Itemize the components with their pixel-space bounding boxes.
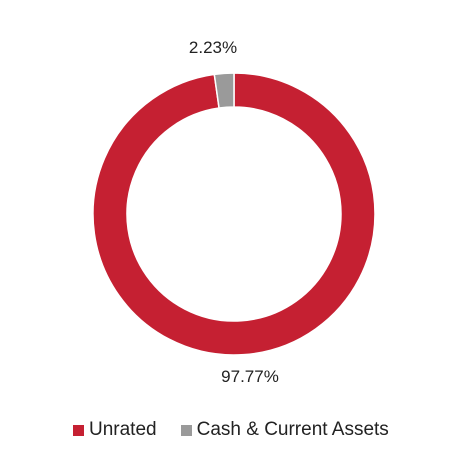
donut-slice-unrated (92, 72, 376, 356)
donut-slices (92, 72, 376, 356)
chart-legend: Unrated Cash & Current Assets (73, 419, 389, 441)
legend-swatch-cash-current-assets (180, 424, 192, 436)
legend-item-unrated: Unrated (73, 419, 157, 441)
data-label-unrated: 97.77% (221, 367, 279, 386)
donut-slice-cash-current-assets (213, 72, 235, 109)
legend-label-cash-current-assets: Cash & Current Assets (196, 419, 389, 440)
legend-item-cash-current-assets: Cash & Current Assets (180, 419, 389, 441)
data-label-cash-current-assets: 2.23% (189, 38, 237, 57)
donut-data-labels: 97.77% 2.23% (189, 38, 279, 386)
legend-label-unrated: Unrated (89, 419, 157, 440)
legend-swatch-unrated (73, 424, 84, 436)
